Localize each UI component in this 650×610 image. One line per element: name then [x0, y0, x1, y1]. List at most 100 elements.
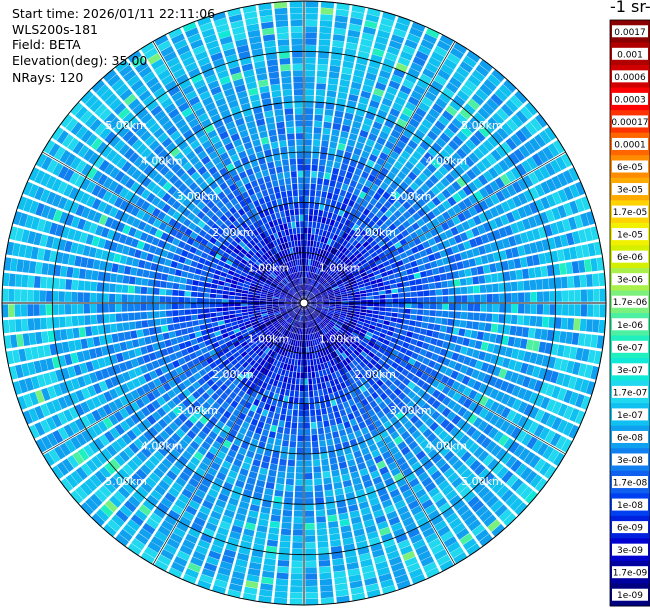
ppi-gate: [421, 118, 433, 130]
ppi-gate: [358, 283, 365, 288]
ppi-gate: [363, 519, 375, 528]
ppi-gate: [223, 410, 232, 419]
ppi-gate: [353, 483, 364, 492]
ppi-gate: [440, 418, 451, 429]
ppi-gate: [327, 353, 333, 361]
ppi-gate: [176, 336, 184, 344]
ppi-gate: [310, 305, 316, 308]
ppi-gate: [393, 378, 402, 387]
ppi-gate: [490, 273, 498, 283]
ppi-gate: [199, 324, 207, 331]
ppi-gate: [311, 313, 316, 319]
ppi-gate: [178, 256, 186, 264]
ppi-gate: [498, 227, 508, 238]
ppi-gate: [445, 422, 455, 433]
ppi-gate: [27, 275, 35, 288]
ppi-gate: [457, 383, 467, 394]
ppi-gate: [346, 272, 353, 278]
ppi-gate: [63, 184, 74, 197]
ppi-gate: [428, 316, 436, 324]
ppi-gate: [490, 149, 502, 162]
ppi-gate: [310, 177, 317, 184]
ppi-gate: [160, 249, 169, 258]
ppi-gate: [569, 391, 579, 406]
ppi-gate: [449, 100, 462, 112]
ppi-gate: [311, 428, 318, 435]
ppi-gate: [519, 257, 528, 268]
ppi-gate: [387, 135, 398, 145]
ppi-gate: [330, 539, 342, 547]
ppi-gate: [351, 444, 360, 453]
ppi-gate: [338, 283, 345, 288]
ppi-gate: [333, 357, 339, 365]
ppi-gate: [336, 149, 344, 157]
ppi-gate: [376, 439, 386, 449]
ppi-gate: [467, 413, 478, 425]
ppi-gate: [203, 292, 210, 298]
ppi-gate: [238, 546, 251, 556]
ppi-gate: [523, 280, 531, 291]
ppi-gate: [260, 305, 267, 308]
ppi-gate: [372, 476, 383, 485]
ppi-gate: [376, 219, 384, 227]
ppi-gate: [190, 425, 201, 435]
ppi-gate: [52, 277, 60, 289]
ppi-gate: [86, 166, 98, 180]
ray-6: [304, 16, 411, 303]
ppi-gate: [97, 393, 108, 405]
ppi-gate: [321, 243, 327, 250]
ppi-gate: [438, 165, 449, 176]
ppi-gate: [329, 232, 335, 240]
ppi-gate: [334, 291, 341, 295]
ppi-gate: [198, 319, 206, 325]
ppi-gate: [454, 362, 463, 372]
ppi-gate: [308, 384, 313, 391]
ppi-gate: [568, 376, 578, 390]
ppi-gate: [407, 196, 416, 206]
ppi-gate: [474, 303, 481, 312]
ppi-gate: [204, 282, 212, 288]
ppi-gate: [321, 336, 326, 343]
ppi-gate: [113, 183, 124, 195]
ppi-gate: [154, 530, 168, 543]
ppi-gate: [246, 450, 255, 459]
ppi-gate: [320, 1, 335, 9]
ppi-gate: [379, 103, 391, 113]
ppi-gate: [143, 372, 152, 383]
ppi-gate: [45, 175, 57, 190]
ppi-gate: [246, 574, 260, 583]
ppi-gate: [527, 378, 537, 390]
ppi-gate: [457, 212, 467, 223]
ppi-gate: [381, 532, 394, 542]
ppi-gate: [451, 352, 460, 361]
ppi-gate: [578, 363, 587, 377]
ppi-gate: [573, 318, 581, 331]
ppi-gate: [162, 203, 171, 214]
ppi-gate: [219, 244, 228, 252]
ppi-gate: [179, 516, 192, 527]
ppi-gate: [308, 340, 311, 347]
ppi-gate: [318, 286, 324, 291]
ppi-gate: [356, 364, 363, 372]
ppi-gate: [596, 335, 605, 349]
ppi-gate: [181, 271, 189, 278]
ppi-gate: [74, 418, 86, 431]
ppi-gate: [454, 430, 465, 442]
ppi-gate: [404, 235, 413, 243]
ppi-gate: [357, 50, 370, 60]
ppi-gate: [478, 143, 490, 156]
ppi-gate: [216, 471, 227, 481]
ppi-gate: [278, 300, 285, 302]
ppi-gate: [317, 427, 325, 435]
ppi-gate: [404, 161, 415, 171]
ppi-gate: [263, 283, 270, 288]
ppi-gate: [244, 280, 251, 286]
ppi-gate: [333, 241, 339, 249]
ppi-gate: [415, 544, 429, 556]
ppi-gate: [348, 274, 355, 280]
ppi-gate: [30, 376, 40, 390]
ppi-gate: [328, 451, 336, 459]
ppi-gate: [335, 228, 341, 236]
ppi-gate: [77, 448, 90, 461]
ppi-gate: [253, 303, 260, 306]
